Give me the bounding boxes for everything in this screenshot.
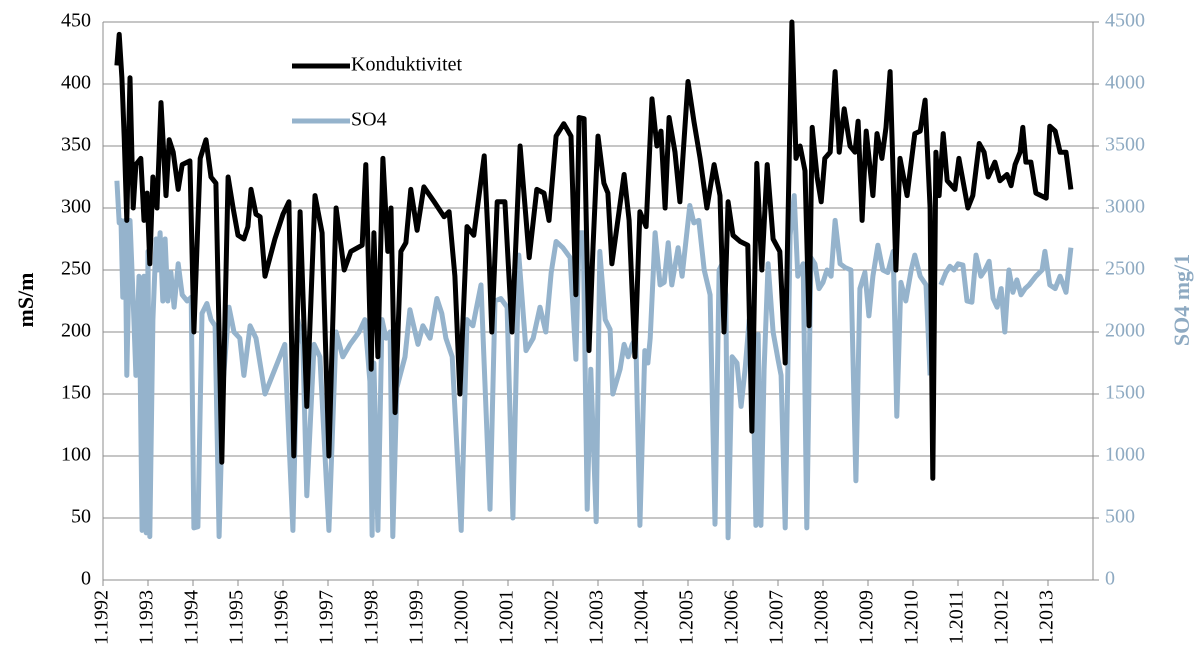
y-tick-label: 200 — [61, 320, 91, 342]
x-tick-label: 1.2000 — [451, 590, 473, 645]
y2-tick-label: 2500 — [1105, 258, 1145, 280]
y2-tick-label: 0 — [1105, 568, 1115, 590]
x-tick-label: 1.1996 — [271, 590, 293, 645]
y-tick-label: 100 — [61, 444, 91, 466]
x-tick-label: 1.1992 — [91, 590, 113, 645]
y-tick-label: 400 — [61, 72, 91, 94]
y-tick-label: 350 — [61, 134, 91, 156]
series-line — [114, 180, 1074, 541]
y2-tick-label: 4500 — [1105, 10, 1145, 32]
y-tick-label: 250 — [61, 258, 91, 280]
y2-axis-title: SO4 mg/1 — [1169, 254, 1194, 346]
x-tick-label: 1.2008 — [811, 590, 833, 645]
y-tick-label: 450 — [61, 10, 91, 32]
x-tick-label: 1.2001 — [496, 590, 518, 645]
y-axis-title: mS/m — [13, 273, 38, 328]
x-tick-label: 1.2013 — [1036, 590, 1058, 645]
y2-tick-label: 2000 — [1105, 320, 1145, 342]
y2-tick-label: 4000 — [1105, 72, 1145, 94]
legend-label: SO4 — [351, 109, 387, 131]
y-tick-label: 300 — [61, 196, 91, 218]
y2-tick-label: 1500 — [1105, 382, 1145, 404]
x-tick-label: 1.2010 — [901, 590, 923, 645]
x-tick-label: 1.1995 — [226, 590, 248, 645]
x-tick-label: 1.2007 — [766, 590, 788, 645]
x-tick-label: 1.1993 — [136, 590, 158, 645]
x-tick-label: 1.1994 — [181, 590, 203, 645]
x-tick-label: 1.2003 — [586, 590, 608, 645]
y-tick-label: 0 — [81, 568, 91, 590]
legend-label: Konduktivitet — [351, 54, 463, 76]
x-tick-label: 1.1999 — [406, 590, 428, 645]
y2-tick-label: 3000 — [1105, 196, 1145, 218]
x-tick-label: 1.2011 — [946, 590, 968, 644]
x-tick-label: 1.1998 — [361, 590, 383, 645]
y-tick-label: 150 — [61, 382, 91, 404]
y2-tick-label: 3500 — [1105, 134, 1145, 156]
x-tick-label: 1.1997 — [316, 590, 338, 645]
y2-tick-label: 500 — [1105, 506, 1135, 528]
y2-tick-label: 1000 — [1105, 444, 1145, 466]
series-line — [114, 19, 1074, 481]
x-tick-label: 1.2009 — [856, 590, 878, 645]
x-tick-label: 1.2005 — [676, 590, 698, 645]
y-tick-label: 50 — [71, 506, 91, 528]
x-tick-label: 1.2012 — [991, 590, 1013, 645]
x-tick-label: 1.2002 — [541, 590, 563, 645]
x-tick-label: 1.2006 — [721, 590, 743, 645]
x-tick-label: 1.2004 — [631, 590, 653, 645]
